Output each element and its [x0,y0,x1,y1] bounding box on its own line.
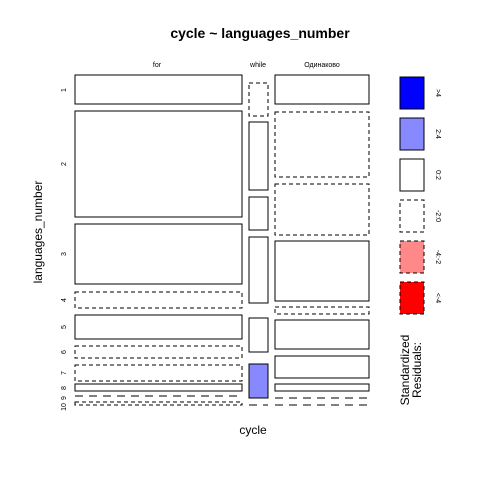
column-label-while: while [249,62,266,69]
mosaic-tiles [74,74,370,406]
row-label-1: 1 [61,88,68,92]
tile-row8-for [74,383,243,392]
tile-row1-same [274,74,370,105]
tile-row5-while [248,317,269,353]
row-labels: 1 2 3 4 5 6 7 8 9 10 [61,88,68,411]
legend-title-line2: Residuals: [410,342,424,398]
legend-swatch-4 [399,240,425,274]
tile-row3-for [74,223,243,285]
tile-row3-same [274,240,370,302]
tile-row2b-while [248,196,269,231]
tile-row5-for [74,314,243,340]
tile-row7-for [74,364,243,382]
legend-swatch-3 [399,199,425,233]
tile-row4-same [274,306,370,315]
legend-label-2: 0:2 [434,170,441,180]
legend-label-5: <-4 [434,293,441,303]
column-label-same: Одинаково [304,62,340,69]
column-labels: for while Одинаково [153,62,340,69]
row-label-4: 4 [61,298,68,302]
x-axis-label: cycle [239,423,267,437]
row-label-8: 8 [61,386,68,390]
tile-row1-for [74,74,243,105]
tile-row2b-same [274,183,370,236]
row-label-3: 3 [61,252,68,256]
legend: >4 2:4 0:2 -2:0 -4:-2 <-4 [399,76,441,315]
tile-row2-same [274,111,370,178]
tile-row3-while [248,236,269,304]
tile-row5-same [274,319,370,350]
row-label-2: 2 [61,162,68,166]
legend-swatch-1 [399,117,425,151]
tile-row2-while [248,121,269,191]
legend-label-0: >4 [434,89,441,97]
legend-swatch-2 [399,158,425,192]
row-label-6: 6 [61,350,68,354]
tile-row1-while [248,82,269,117]
tile-row7-while [248,363,269,399]
legend-label-1: 2:4 [434,129,441,139]
legend-swatch-5 [399,281,425,315]
legend-label-3: -2:0 [434,210,441,222]
y-axis-label: languages_number [31,181,45,284]
tile-row4-for [74,291,243,309]
row-label-7: 7 [61,371,68,375]
row-label-10: 10 [61,403,68,411]
tile-row8-same [274,383,370,392]
tile-row2-for [74,110,243,218]
tile-row7-same [274,355,370,379]
legend-label-4: -4:-2 [434,250,441,265]
tile-row10-for [74,401,243,406]
row-label-5: 5 [61,325,68,329]
legend-swatch-0 [399,76,425,110]
column-label-for: for [153,62,162,69]
row-label-9: 9 [61,396,68,400]
chart-title: cycle ~ languages_number [170,25,350,41]
tile-row6-for [74,345,243,359]
legend-title-line1: Standardized [398,335,412,406]
